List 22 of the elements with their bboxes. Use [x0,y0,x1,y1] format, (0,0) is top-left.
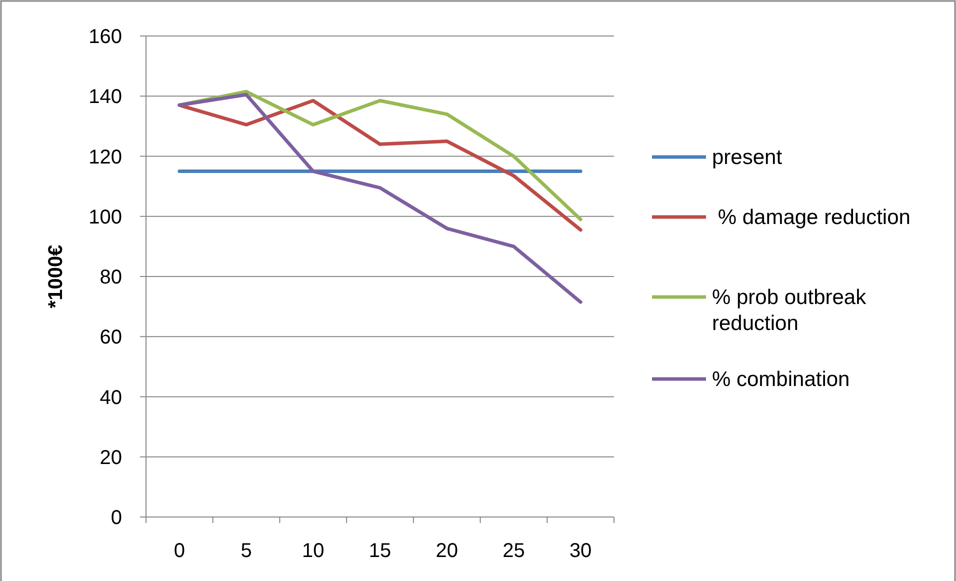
y-tick-label: 160 [88,26,122,48]
line-series [178,92,582,304]
y-tick-label: 140 [88,86,122,108]
y-tick-label: 20 [100,446,122,469]
x-tick-label: 30 [569,540,592,562]
legend-label: % combination [712,368,850,391]
x-tick-label: 0 [174,540,185,562]
y-tick-label: 120 [88,146,122,168]
y-tick-label: 100 [88,206,122,228]
y-axis-title: *1000€ [45,244,67,308]
y-tick-label: 60 [100,326,122,349]
x-tick-label: 15 [368,540,392,562]
x-tick-label: 25 [502,540,525,562]
legend-label: % prob outbreak reduction [712,286,867,335]
x-tick-label: 10 [302,540,324,562]
legend-label: present [712,146,782,169]
x-tick-label: 5 [240,540,252,562]
legend-label: % damage reduction [712,206,910,229]
y-tick-label: 0 [110,507,122,529]
y-tick-label: 40 [100,386,122,409]
x-tick-label: 20 [436,540,458,562]
y-tick-label: 80 [100,266,122,288]
